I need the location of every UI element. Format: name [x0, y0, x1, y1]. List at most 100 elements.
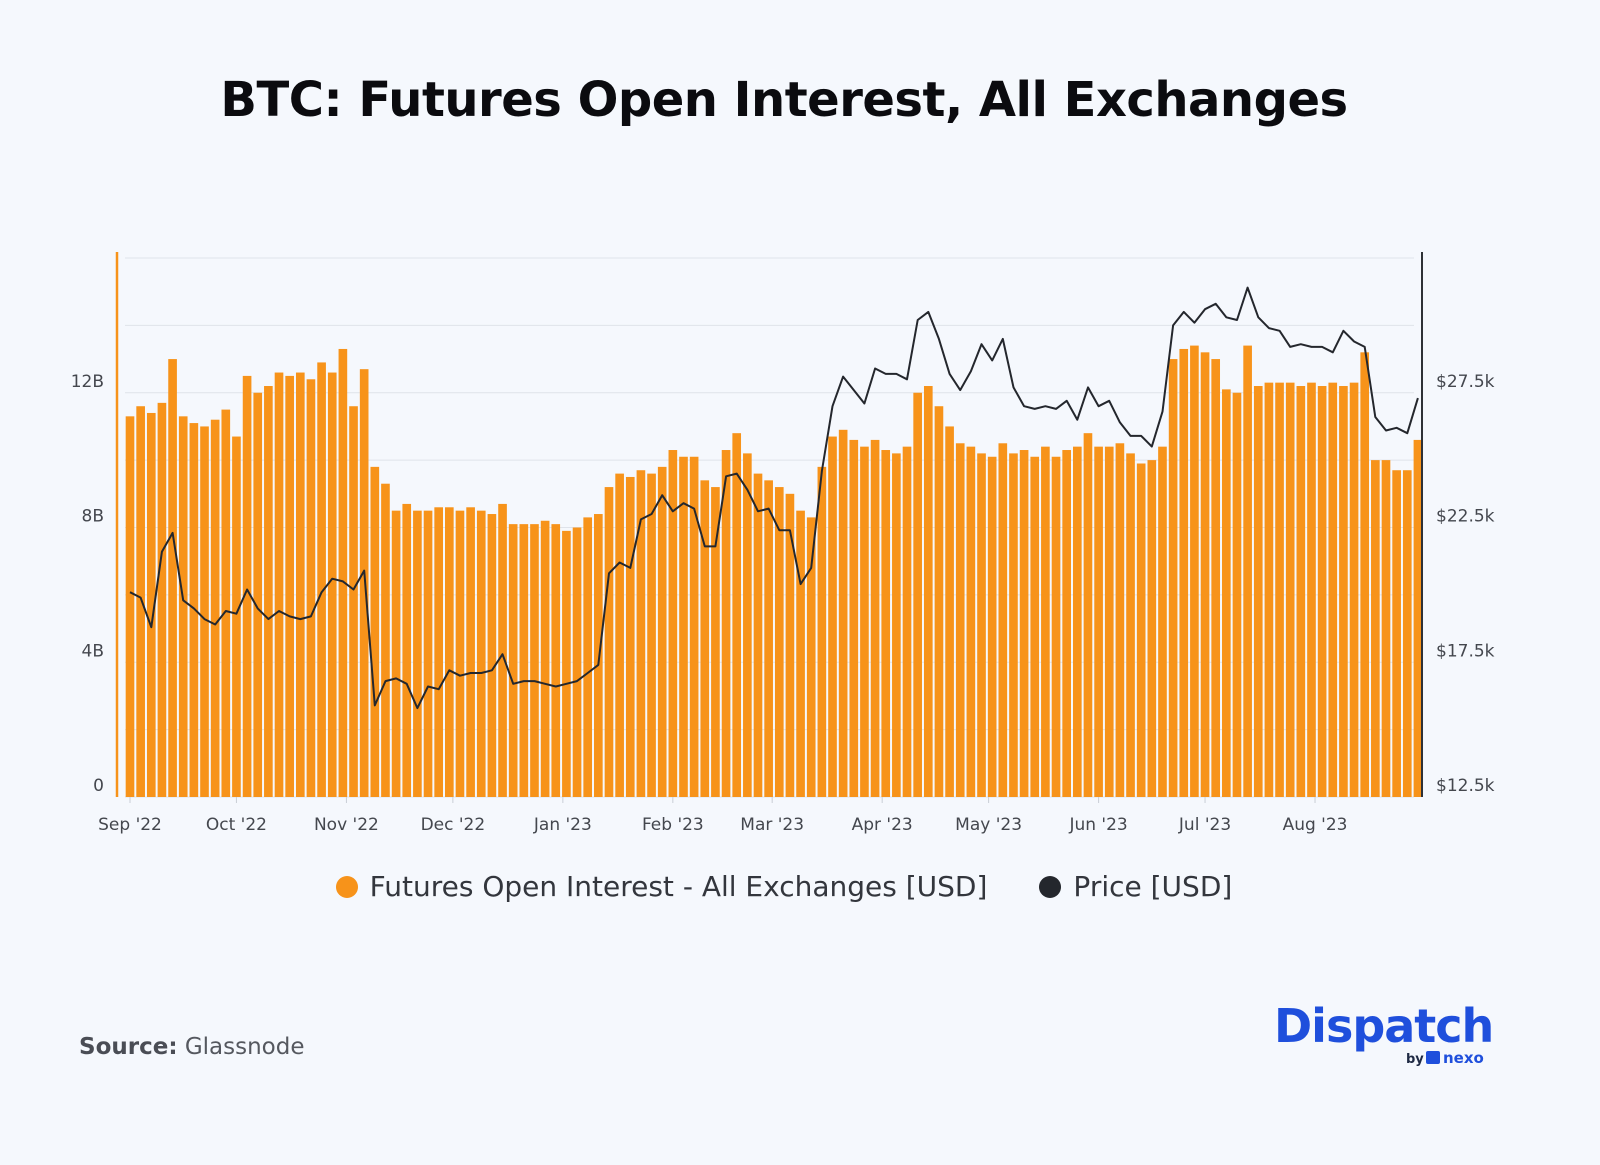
- bar: [732, 433, 742, 797]
- bar: [562, 530, 571, 797]
- bar: [1019, 450, 1029, 797]
- bar: [1158, 446, 1167, 797]
- bar: [1115, 443, 1125, 797]
- legend-item-price[interactable]: Price [USD]: [1039, 870, 1232, 903]
- left-tick-label: 8B: [82, 507, 104, 527]
- x-tick-label: Jun '23: [1068, 815, 1127, 835]
- bar: [391, 510, 401, 797]
- logo-partner: nexo: [1443, 1049, 1484, 1067]
- bar: [1402, 470, 1412, 797]
- right-tick-label: $17.5k: [1436, 641, 1495, 661]
- bar: [1179, 348, 1189, 797]
- bar: [711, 487, 720, 797]
- bar: [647, 473, 656, 797]
- bar: [1104, 446, 1114, 797]
- bar: [264, 386, 273, 797]
- x-tick-label: Sep '22: [98, 815, 162, 835]
- bar: [253, 392, 263, 797]
- right-axis-ticks: $12.5k $17.5k $22.5k $27.5k: [1436, 372, 1495, 796]
- bar: [828, 436, 837, 797]
- bar: [1222, 389, 1231, 797]
- x-tick-label: Apr '23: [852, 815, 913, 835]
- legend-label: Futures Open Interest - All Exchanges [U…: [369, 870, 988, 903]
- bar: [210, 419, 220, 797]
- bar: [615, 473, 624, 797]
- bar: [551, 524, 561, 797]
- bar: [1317, 386, 1327, 797]
- x-tick-label: Feb '23: [642, 815, 704, 835]
- chart: 0 4B 8B 12B $12.5k $17.5k $22.5k $27.5k Sep '2…: [71, 252, 1495, 835]
- right-tick-label: $27.5k: [1436, 372, 1495, 392]
- bar: [1339, 386, 1348, 797]
- left-axis-ticks: 0 4B 8B 12B: [71, 372, 104, 796]
- bar: [466, 507, 475, 797]
- bar: [998, 443, 1008, 797]
- bar: [317, 362, 326, 797]
- bar: [540, 520, 550, 797]
- bar: [743, 453, 752, 797]
- bar: [327, 372, 337, 797]
- bar: [476, 510, 486, 797]
- bar: [764, 480, 773, 797]
- bar: [1136, 463, 1146, 797]
- bar: [200, 426, 209, 797]
- bar: [359, 369, 369, 797]
- legend-item-open-interest[interactable]: Futures Open Interest - All Exchanges [U…: [335, 870, 988, 903]
- dispatch-logo: Dispatch by nexo: [1274, 999, 1494, 1067]
- bar: [530, 524, 539, 797]
- price-line: [129, 286, 1419, 710]
- bar: [1200, 352, 1210, 797]
- bar: [146, 412, 156, 797]
- bar: [242, 375, 252, 797]
- right-tick-label: $22.5k: [1436, 507, 1495, 527]
- bar: [221, 409, 231, 797]
- bar: [423, 510, 433, 797]
- bar: [955, 443, 965, 797]
- logo-brand: Dispatch: [1274, 999, 1493, 1053]
- x-tick-label: Jul '23: [1178, 815, 1231, 835]
- chart-title: BTC: Futures Open Interest, All Exchange…: [220, 72, 1348, 128]
- dark-dot-icon: [1039, 875, 1062, 898]
- bar: [796, 510, 805, 797]
- bar: [1232, 392, 1242, 797]
- bar: [1243, 345, 1252, 797]
- bar: [1083, 433, 1093, 797]
- bar: [1190, 345, 1199, 797]
- bar: [1264, 382, 1274, 797]
- bar: [945, 426, 954, 797]
- source-note: Source: Glassnode: [79, 1034, 305, 1060]
- bar: [519, 524, 529, 797]
- bar: [189, 423, 199, 797]
- bar: [1211, 359, 1221, 797]
- bar: [1126, 453, 1135, 797]
- bar: [892, 453, 901, 797]
- bar: [1041, 446, 1050, 797]
- bar: [1360, 352, 1370, 797]
- bar: [1307, 382, 1316, 797]
- bar: [381, 483, 390, 797]
- bar: [295, 372, 305, 797]
- bar: [806, 517, 816, 797]
- bar: [1275, 382, 1284, 797]
- bar: [625, 476, 635, 797]
- bar: [572, 527, 582, 797]
- bar: [1296, 386, 1306, 797]
- source-label: Source:: [79, 1034, 178, 1060]
- bar: [1147, 460, 1157, 797]
- bar: [668, 450, 678, 797]
- bar: [700, 480, 710, 797]
- x-tick-label: Dec '22: [421, 815, 486, 835]
- bar: [1094, 446, 1103, 797]
- bar: [157, 402, 167, 797]
- bar: [1062, 450, 1071, 797]
- orange-dot-icon: [335, 875, 358, 898]
- x-tick-label: Nov '22: [314, 815, 379, 835]
- right-tick-label: $12.5k: [1436, 776, 1495, 796]
- bar: [689, 456, 699, 797]
- bar: [785, 493, 795, 797]
- bar: [987, 456, 997, 797]
- bar: [977, 453, 986, 797]
- bar: [966, 446, 976, 797]
- nexo-icon: [1426, 1051, 1440, 1064]
- bar: [349, 406, 358, 797]
